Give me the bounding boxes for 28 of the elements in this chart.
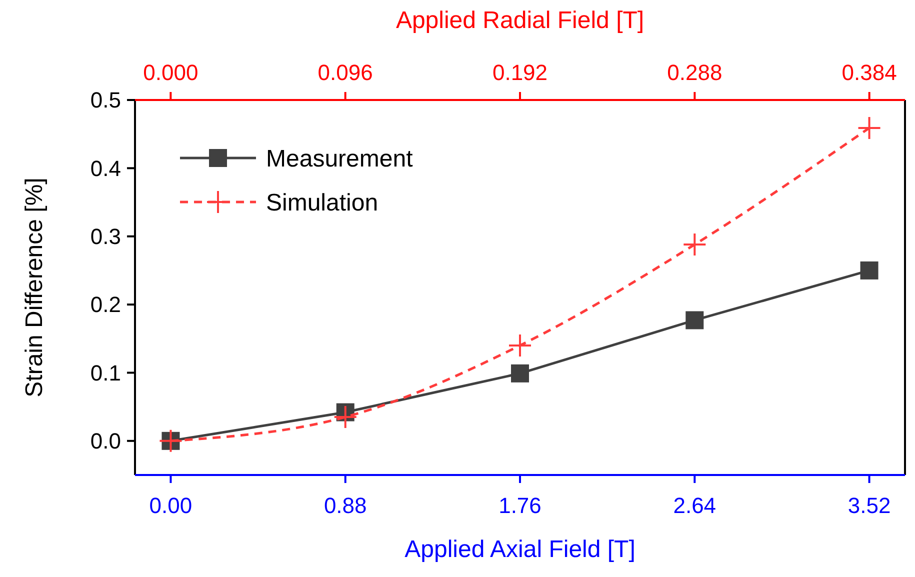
x-tick-label: 3.52 xyxy=(848,493,891,518)
y-tick-label: 0.3 xyxy=(90,224,121,250)
point xyxy=(686,311,704,330)
point xyxy=(684,234,706,256)
x2-tick-label: 0.000 xyxy=(143,60,198,85)
y-tick-label: 0.4 xyxy=(90,156,121,181)
x2-tick-label: 0.384 xyxy=(842,60,897,85)
legend-label: Measurement xyxy=(266,145,414,172)
x-tick-label: 0.88 xyxy=(324,493,367,518)
x2-tick-label: 0.096 xyxy=(318,60,373,85)
y-axis-title: Strain Difference [%] xyxy=(21,178,48,398)
x2-tick-label: 0.192 xyxy=(492,60,548,85)
legend-label: Simulation xyxy=(266,189,378,216)
x-tick-label: 1.76 xyxy=(498,493,542,518)
x-axis-title: Applied Axial Field [T] xyxy=(404,536,636,563)
y-tick-label: 0.2 xyxy=(90,292,121,318)
point xyxy=(334,406,356,428)
point xyxy=(858,116,880,139)
point xyxy=(860,261,878,280)
x2-tick-label: 0.288 xyxy=(667,60,722,85)
x-tick-label: 0.00 xyxy=(149,493,192,518)
point xyxy=(511,364,529,382)
point xyxy=(509,334,531,356)
y-tick-label: 0.1 xyxy=(90,360,121,386)
x2-axis-title: Applied Radial Field [T] xyxy=(396,7,644,34)
y-tick-label: 0.5 xyxy=(90,88,121,113)
y-tick-label: 0.0 xyxy=(90,428,121,454)
x-tick-label: 2.64 xyxy=(673,493,716,518)
